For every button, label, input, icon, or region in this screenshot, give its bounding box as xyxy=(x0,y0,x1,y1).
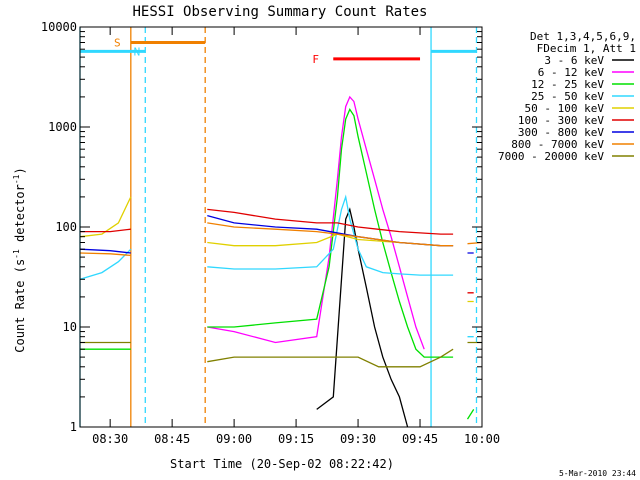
legend-entry-label: 25 - 50 keV xyxy=(531,90,604,103)
x-tick-label: 10:00 xyxy=(464,432,500,446)
x-axis-label: Start Time (20-Sep-02 08:22:42) xyxy=(170,457,394,471)
y-tick-label: 1000 xyxy=(48,120,77,134)
y-axis-label: Count Rate (s-1 detector-1) xyxy=(12,167,27,352)
y-tick-label: 100 xyxy=(55,220,77,234)
flag-label: S xyxy=(114,36,121,49)
series-line-4 xyxy=(79,196,474,303)
series-line-3 xyxy=(79,194,474,338)
series-line-5 xyxy=(80,208,474,294)
series-line-1 xyxy=(207,95,425,350)
legend-header-line-1: Det 1,3,4,5,6,9, xyxy=(530,30,636,43)
x-tick-label: 09:45 xyxy=(402,432,438,446)
flag-label: F xyxy=(312,53,319,66)
legend-header-line-2: FDecim 1, Att 1 xyxy=(537,42,636,55)
flag-label: N xyxy=(134,45,141,58)
x-tick-label: 08:45 xyxy=(154,432,190,446)
timestamp: 5-Mar-2010 23:44 xyxy=(559,469,636,478)
legend: Det 1,3,4,5,6,9, FDecim 1, Att 1 3 - 6 k… xyxy=(498,30,636,163)
legend-entry-label: 300 - 800 keV xyxy=(518,126,604,139)
legend-entry-label: 100 - 300 keV xyxy=(518,114,604,127)
legend-entry-label: 7000 - 20000 keV xyxy=(498,150,604,163)
x-tick-label: 09:30 xyxy=(340,432,376,446)
legend-entry-label: 50 - 100 keV xyxy=(525,102,605,115)
series-line-2 xyxy=(80,108,475,420)
chart-title: HESSI Observing Summary Count Rates xyxy=(132,4,427,20)
legend-entry-label: 12 - 25 keV xyxy=(531,78,604,91)
x-tick-label: 09:15 xyxy=(278,432,314,446)
x-tick-label: 09:00 xyxy=(216,432,252,446)
legend-entry-label: 800 - 7000 keV xyxy=(511,138,604,151)
y-tick-label: 10000 xyxy=(41,20,77,34)
x-tick-label: 08:30 xyxy=(92,432,128,446)
y-tick-label: 10 xyxy=(63,320,77,334)
y-tick-label: 1 xyxy=(70,420,77,434)
legend-entry-label: 3 - 6 keV xyxy=(544,54,604,67)
legend-entry-label: 6 - 12 keV xyxy=(538,66,605,79)
series-line-6 xyxy=(79,214,474,254)
